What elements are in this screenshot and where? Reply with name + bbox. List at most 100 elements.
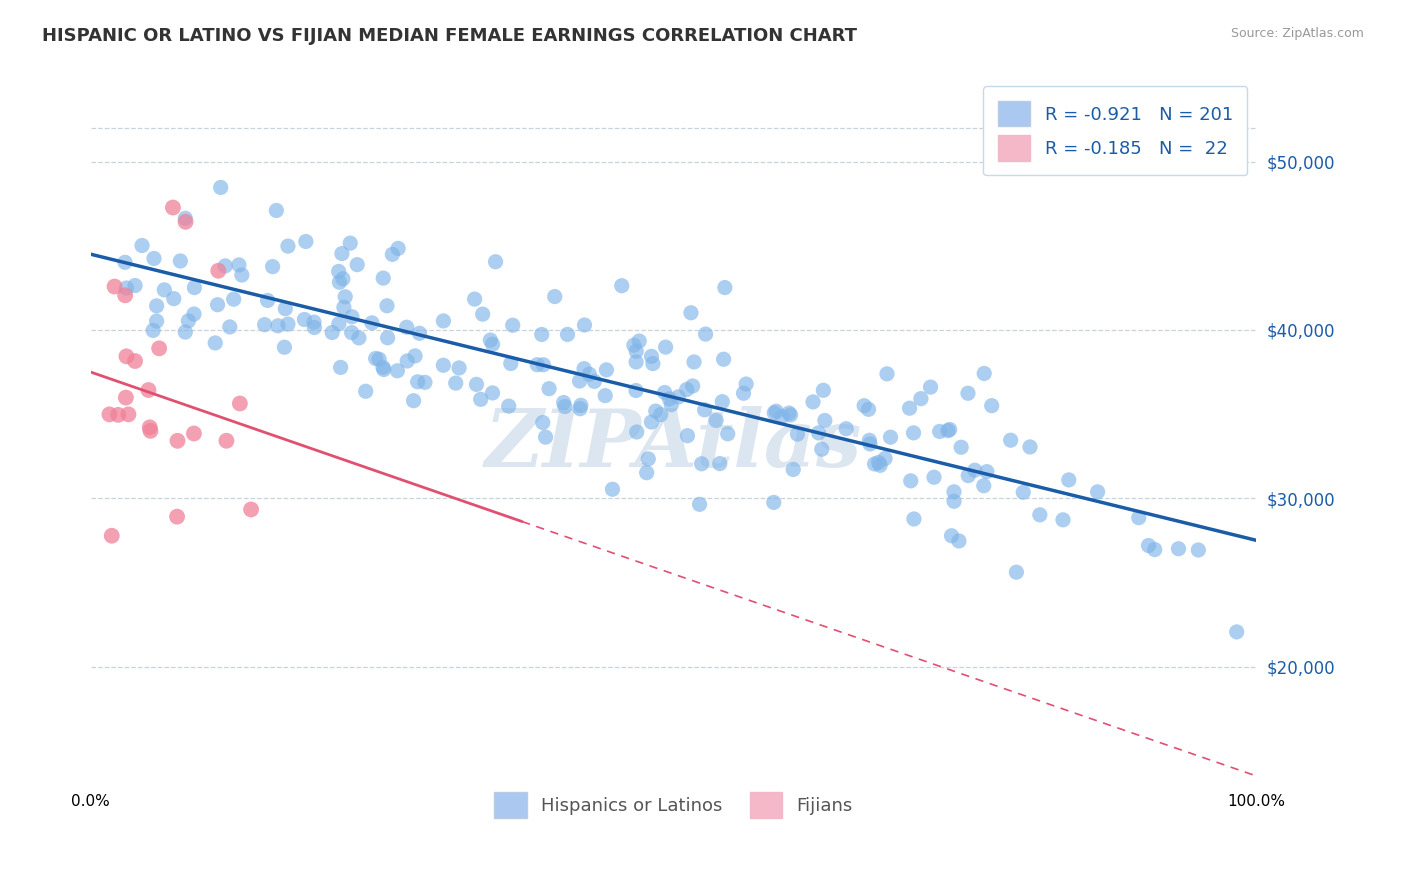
Point [377,331,399,345]
Point [274,301,297,316]
Point [574,318,596,332]
Point [858,402,880,417]
Point [145,299,167,313]
Point [240,502,263,516]
Point [432,358,454,372]
Point [163,292,186,306]
Point [595,363,617,377]
Point [444,376,467,390]
Point [957,468,980,483]
Point [207,298,229,312]
Point [626,344,648,359]
Point [465,377,488,392]
Point [481,385,503,400]
Point [553,395,575,409]
Point [569,401,592,416]
Point [593,389,616,403]
Point [115,281,138,295]
Point [568,374,591,388]
Point [623,338,645,352]
Point [471,307,494,321]
Point [174,215,197,229]
Point [256,293,278,308]
Point [1087,484,1109,499]
Point [214,259,236,273]
Point [711,394,734,409]
Point [267,318,290,333]
Point [786,427,808,442]
Point [942,484,965,499]
Point [277,239,299,253]
Point [335,290,357,304]
Point [395,320,418,334]
Point [868,455,890,469]
Point [1000,434,1022,448]
Point [1187,543,1209,558]
Point [922,470,945,484]
Point [148,342,170,356]
Point [569,398,592,412]
Point [432,314,454,328]
Point [464,292,486,306]
Point [215,434,238,448]
Point [162,201,184,215]
Point [145,314,167,328]
Point [228,258,250,272]
Point [346,258,368,272]
Point [666,390,689,404]
Point [100,529,122,543]
Point [763,406,786,420]
Point [139,420,162,434]
Point [898,401,921,416]
Point [637,451,659,466]
Point [765,404,787,418]
Point [733,386,755,401]
Point [762,495,785,509]
Point [484,254,506,268]
Point [948,533,970,548]
Point [103,279,125,293]
Point [1019,440,1042,454]
Point [973,367,995,381]
Point [131,238,153,252]
Point [956,386,979,401]
Point [879,430,901,444]
Point [231,268,253,282]
Point [481,337,503,351]
Point [340,326,363,340]
Point [770,409,793,424]
Point [373,271,395,285]
Point [333,301,356,315]
Point [169,254,191,268]
Point [534,430,557,444]
Point [1012,485,1035,500]
Point [853,399,876,413]
Point [650,408,672,422]
Point [174,325,197,339]
Point [735,377,758,392]
Point [976,465,998,479]
Point [204,335,226,350]
Point [364,351,387,366]
Point [1057,473,1080,487]
Point [624,384,647,398]
Point [641,357,664,371]
Point [328,275,350,289]
Point [166,509,188,524]
Point [498,399,520,413]
Point [1128,510,1150,524]
Point [229,396,252,410]
Point [950,440,973,454]
Point [801,395,824,409]
Point [218,320,240,334]
Point [624,355,647,369]
Point [572,361,595,376]
Point [583,375,606,389]
Point [544,289,567,303]
Point [903,512,925,526]
Point [354,384,377,399]
Point [361,316,384,330]
Point [973,479,995,493]
Point [626,425,648,439]
Point [941,529,963,543]
